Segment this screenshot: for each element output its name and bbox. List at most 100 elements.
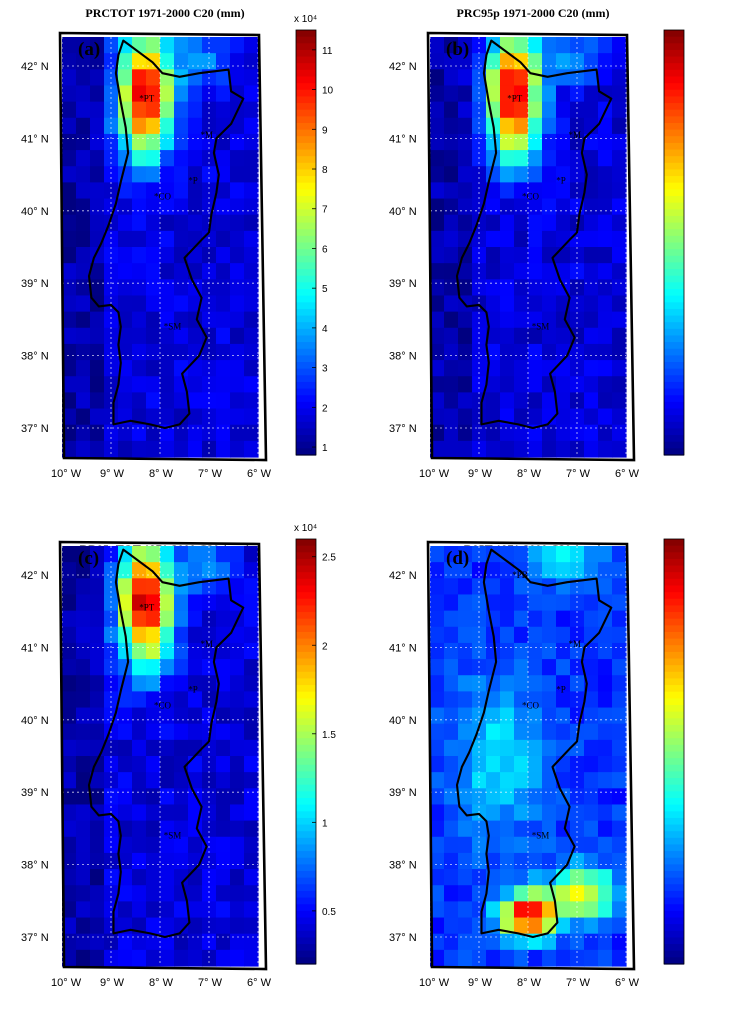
heatmap-cell [202, 408, 217, 426]
heatmap-cell [62, 594, 77, 612]
heatmap-cell [528, 166, 543, 183]
colorbar-segment [664, 658, 684, 666]
heatmap-cell [174, 675, 189, 692]
colorbar-segment [296, 784, 316, 792]
heatmap-cell [76, 392, 91, 410]
heatmap-cell [612, 214, 627, 232]
colorbar-segment [296, 342, 316, 350]
heatmap-cell [146, 869, 161, 886]
heatmap-cell [430, 756, 445, 773]
heatmap-cell [216, 869, 231, 886]
lon-tick-label: 10° W [51, 977, 82, 989]
heatmap-cell [188, 901, 203, 919]
colorbar-segment [296, 156, 316, 164]
city-label: *P [556, 684, 566, 694]
heatmap-cell [230, 37, 245, 54]
heatmap-cell [444, 263, 459, 280]
heatmap-cell [174, 263, 189, 280]
heatmap-cell [514, 949, 529, 967]
heatmap-cell [216, 166, 231, 183]
heatmap-cell [160, 885, 175, 902]
heatmap-cell [160, 85, 175, 103]
heatmap-cell [160, 869, 175, 886]
heatmap-cell [202, 101, 217, 119]
colorbar-segment [664, 778, 684, 786]
heatmap-cell [486, 901, 501, 919]
colorbar-segment [296, 249, 316, 257]
heatmap-cell [458, 610, 473, 628]
heatmap-cell [244, 562, 259, 579]
heatmap-cell [230, 933, 245, 951]
panel-c: RR95pTOT 1971-2000 C20 (mm) 42° N41° N40… [0, 509, 368, 1019]
colorbar-segment [664, 162, 684, 171]
colorbar-segment [296, 401, 316, 410]
heatmap-cell [486, 295, 501, 313]
heatmap-cell [598, 360, 613, 377]
heatmap-cell [174, 53, 189, 70]
heatmap-cell [188, 836, 203, 854]
heatmap-cell [444, 343, 459, 361]
heatmap-cell [202, 263, 217, 280]
colorbar-segment [296, 904, 316, 912]
colorbar-segment [296, 109, 316, 117]
colorbar-tick-label: 1 [322, 443, 328, 454]
heatmap-cell [160, 723, 175, 741]
lon-tick-label: 7° W [566, 977, 591, 989]
colorbar-segment [664, 355, 684, 363]
heatmap-cell [244, 230, 259, 248]
heatmap-cell [62, 343, 77, 361]
heatmap-cell [486, 198, 501, 216]
heatmap-cell [514, 37, 529, 54]
heatmap-cell [556, 691, 571, 709]
heatmap-cell [612, 182, 627, 200]
heatmap-cell [62, 101, 77, 119]
heatmap-cell [230, 133, 245, 151]
heatmap-cell [202, 949, 217, 967]
lon-tick-label: 8° W [517, 468, 542, 480]
heatmap-cell [528, 360, 543, 377]
colorbar-segment [296, 255, 316, 264]
heatmap-cell [584, 214, 599, 232]
heatmap-cell [188, 101, 203, 119]
heatmap-cell [528, 182, 543, 200]
heatmap-cell [76, 546, 91, 563]
heatmap-cell [570, 691, 585, 709]
heatmap-cell [430, 933, 445, 951]
heatmap-cell [612, 933, 627, 951]
heatmap-cell [444, 756, 459, 773]
heatmap-cell [542, 37, 557, 54]
heatmap-cell [230, 804, 245, 822]
heatmap-cell [556, 546, 571, 563]
heatmap-cell [514, 214, 529, 232]
heatmap-cell [486, 53, 501, 70]
colorbar-segment [664, 691, 684, 699]
heatmap-cell [76, 424, 91, 442]
heatmap-cell [160, 117, 175, 135]
heatmap-cell [612, 917, 627, 935]
colorbar-segment [664, 222, 684, 230]
heatmap-cell [76, 440, 91, 458]
heatmap-cell [486, 836, 501, 854]
heatmap-cell [230, 707, 245, 725]
colorbar-segment [296, 618, 316, 626]
heatmap-cell [612, 37, 627, 54]
heatmap-cell [118, 376, 133, 393]
heatmap-cell [458, 723, 473, 741]
panel-d: R95T 1971-2000 C20 (mm) 42° N41° N40° N3… [368, 509, 737, 1019]
heatmap-cell [160, 311, 175, 329]
heatmap-cell [598, 756, 613, 773]
heatmap-cell [230, 198, 245, 216]
heatmap-cell [458, 408, 473, 426]
heatmap-cell [104, 440, 119, 458]
heatmap-cell [472, 917, 487, 935]
heatmap-cell [132, 659, 147, 676]
heatmap-cell [542, 691, 557, 709]
colorbar-segment [296, 103, 316, 111]
colorbar-segment [296, 711, 316, 719]
heatmap-cell [612, 376, 627, 393]
colorbar-segment [296, 229, 316, 237]
colorbar-segment [664, 771, 684, 779]
heatmap-cell [132, 804, 147, 822]
colorbar-segment [296, 897, 316, 905]
heatmap-cell [612, 85, 627, 103]
